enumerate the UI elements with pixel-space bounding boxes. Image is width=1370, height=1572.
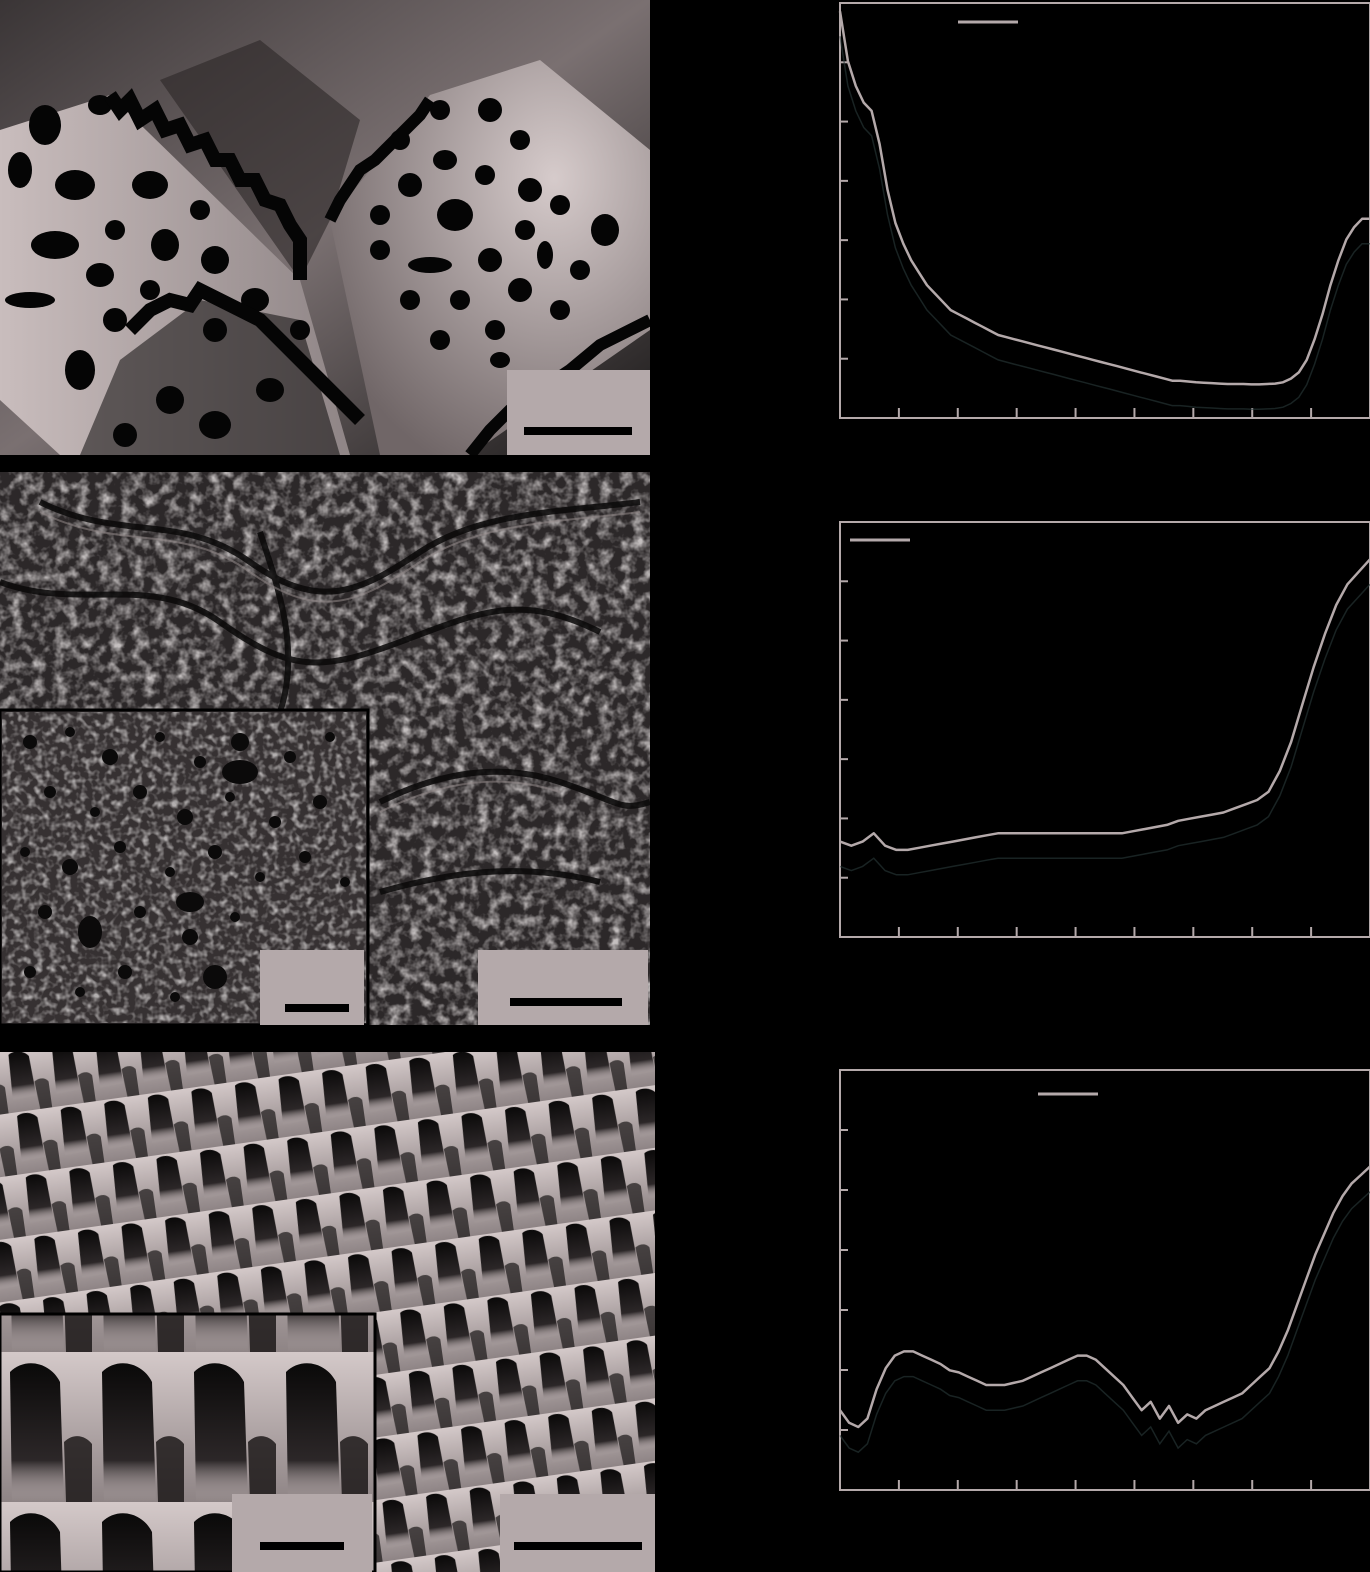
micrograph-b-image: [0, 472, 650, 1025]
scalebar-box-c-inset: [232, 1494, 372, 1572]
spectrum-chart-a: [838, 2, 1370, 419]
scalebar-b: [510, 998, 622, 1006]
scalebar-a: [524, 427, 632, 435]
spectrum-chart-b: [839, 521, 1370, 938]
series-line: [838, 1165, 1370, 1429]
plot-frame: [839, 521, 1370, 938]
micrograph-b: [0, 472, 650, 1025]
scalebar-box-b: [478, 950, 648, 1025]
scalebar-c: [514, 1542, 642, 1550]
scalebar-box-a: [507, 370, 650, 455]
plot-frame: [839, 2, 1370, 419]
spectrum-chart-c: [838, 1069, 1370, 1491]
series-line-secondary: [839, 583, 1370, 876]
micrograph-a-image: [0, 0, 650, 455]
micrograph-c-image: [0, 1052, 655, 1572]
scalebar-box-b-inset: [260, 950, 364, 1025]
scalebar-c-inset: [260, 1542, 344, 1550]
series-line: [839, 558, 1370, 852]
plot-frame: [839, 1069, 1370, 1491]
series-line-secondary: [839, 36, 1370, 411]
scalebar-box-c: [500, 1494, 655, 1572]
series-line: [838, 11, 1370, 386]
scalebar-b-inset: [285, 1004, 349, 1012]
micrograph-a: [0, 0, 650, 455]
micrograph-c: [0, 1052, 655, 1572]
series-line-secondary: [839, 1191, 1370, 1454]
micrograph-b-inset: [0, 708, 370, 1025]
